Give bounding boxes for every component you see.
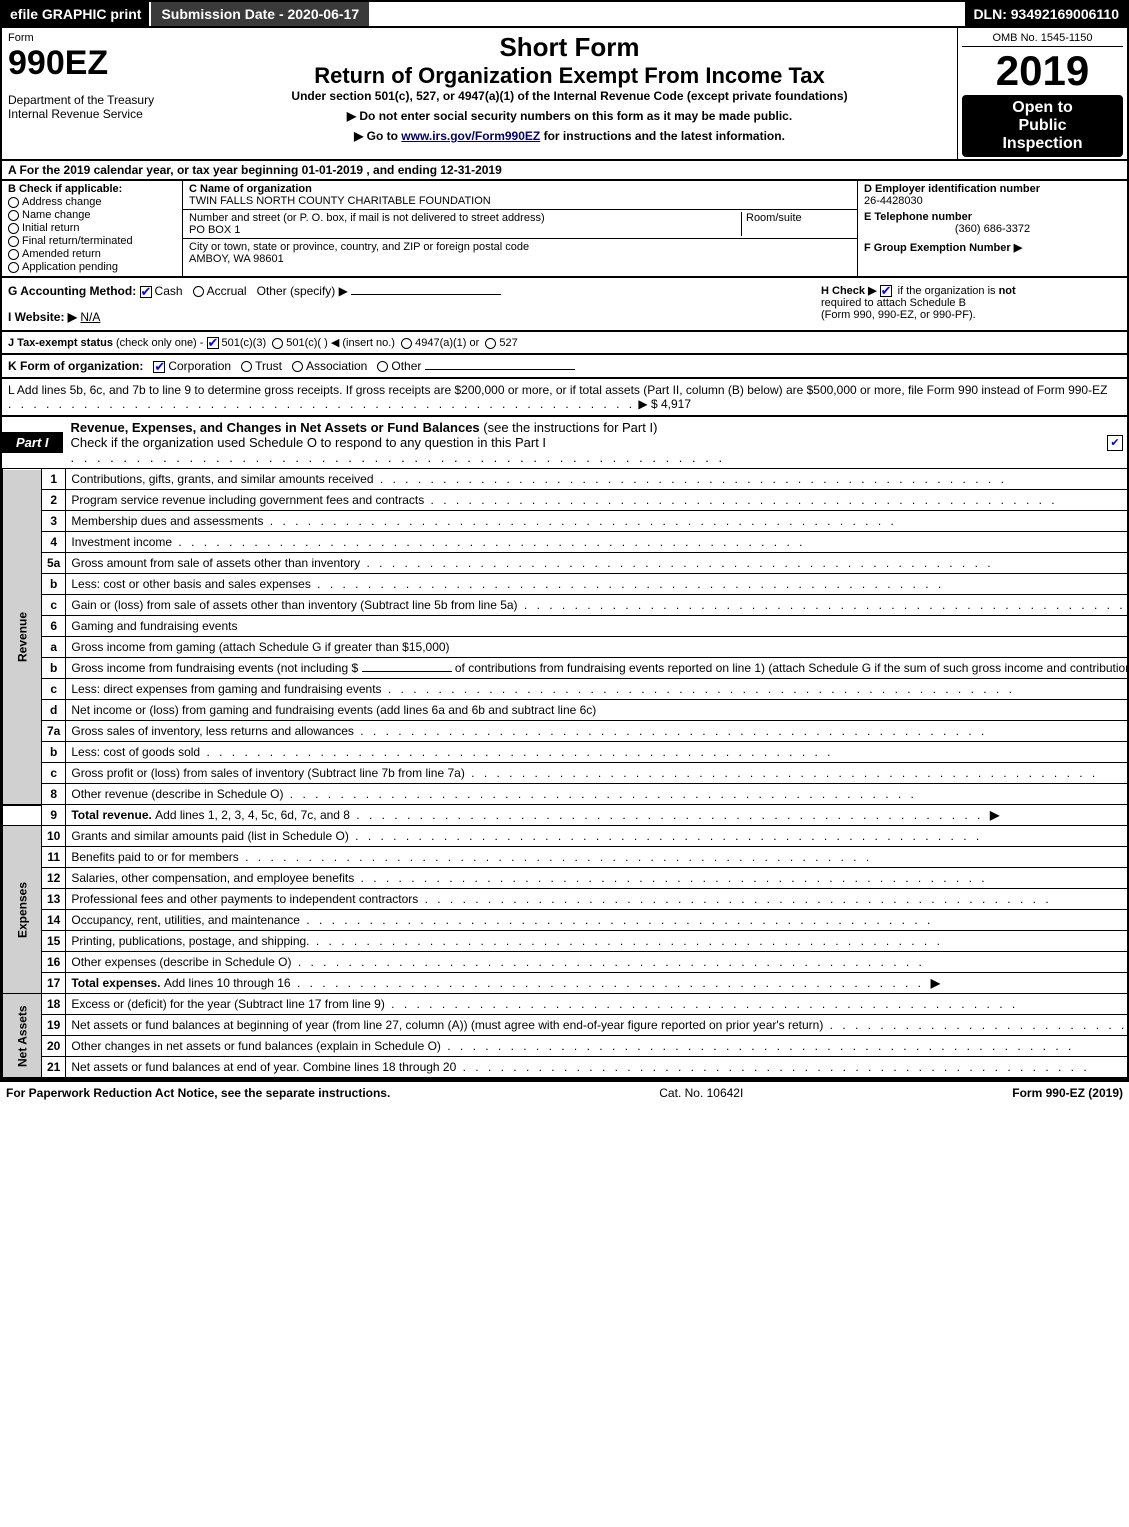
- city-value: AMBOY, WA 98601: [189, 253, 284, 265]
- note-goto: ▶ Go to www.irs.gov/Form990EZ for instru…: [188, 129, 951, 143]
- form-word: Form: [8, 32, 176, 44]
- lines-table: Revenue 1 Contributions, gifts, grants, …: [2, 468, 1129, 1078]
- chk-association[interactable]: [292, 361, 303, 372]
- row-k-form-org: K Form of organization: Corporation Trus…: [0, 355, 1129, 379]
- form-number: 990EZ: [8, 44, 176, 83]
- chk-initial-return[interactable]: [8, 223, 19, 234]
- chk-schedule-o-part-i[interactable]: ✔: [1107, 435, 1123, 451]
- top-bar: efile GRAPHIC print Submission Date - 20…: [0, 0, 1129, 28]
- ein-label: D Employer identification number: [864, 183, 1121, 195]
- telephone-value: (360) 686-3372: [864, 223, 1121, 235]
- sidetab-net-assets: Net Assets: [3, 994, 42, 1078]
- website-value: N/A: [80, 310, 100, 324]
- chk-name-change[interactable]: [8, 210, 19, 221]
- chk-application-pending[interactable]: [8, 262, 19, 273]
- h-check-label: H Check ▶: [821, 285, 877, 297]
- section-b-label: B Check if applicable:: [8, 183, 176, 195]
- ein-value: 26-4428030: [864, 195, 1121, 207]
- irs-label: Internal Revenue Service: [8, 107, 176, 121]
- row-ghi: G Accounting Method: Cash Accrual Other …: [0, 278, 1129, 332]
- address-value: PO BOX 1: [189, 224, 240, 236]
- org-name: TWIN FALLS NORTH COUNTY CHARITABLE FOUND…: [189, 195, 491, 207]
- paperwork-notice: For Paperwork Reduction Act Notice, see …: [6, 1086, 390, 1100]
- sidetab-expenses: Expenses: [3, 826, 42, 994]
- omb-number: OMB No. 1545-1150: [962, 30, 1123, 47]
- accounting-method-label: G Accounting Method:: [8, 284, 136, 298]
- address-label: Number and street (or P. O. box, if mail…: [189, 212, 545, 224]
- note-ssn: ▶ Do not enter social security numbers o…: [188, 109, 951, 123]
- chk-other-org[interactable]: [377, 361, 388, 372]
- chk-527[interactable]: [485, 338, 496, 349]
- page-footer: For Paperwork Reduction Act Notice, see …: [0, 1080, 1129, 1104]
- dln-label: DLN: 93492169006110: [965, 2, 1127, 26]
- chk-accrual[interactable]: [193, 286, 204, 297]
- chk-trust[interactable]: [241, 361, 252, 372]
- row-j-tax-exempt: J Tax-exempt status (check only one) - 5…: [0, 332, 1129, 355]
- department-label: Department of the Treasury: [8, 93, 176, 107]
- short-form-title: Short Form: [188, 32, 951, 63]
- irs-link[interactable]: www.irs.gov/Form990EZ: [401, 129, 540, 143]
- row-l-gross-receipts: L Add lines 5b, 6c, and 7b to line 9 to …: [0, 379, 1129, 417]
- chk-4947[interactable]: [401, 338, 412, 349]
- tax-year: 2019: [962, 47, 1123, 95]
- part-i: Part I Revenue, Expenses, and Changes in…: [0, 417, 1129, 1080]
- chk-final-return[interactable]: [8, 236, 19, 247]
- return-title: Return of Organization Exempt From Incom…: [188, 63, 951, 89]
- row-a-tax-year: A For the 2019 calendar year, or tax yea…: [0, 161, 1129, 181]
- part-i-tab: Part I: [2, 432, 63, 453]
- entity-block: B Check if applicable: Address change Na…: [0, 181, 1129, 278]
- group-exemption-label: F Group Exemption Number ▶: [864, 241, 1121, 254]
- chk-amended-return[interactable]: [8, 249, 19, 260]
- gross-receipts-value: ▶ $ 4,917: [638, 397, 691, 411]
- chk-schedule-b-not-required[interactable]: [880, 285, 892, 297]
- form-header: Form 990EZ Department of the Treasury In…: [0, 28, 1129, 161]
- submission-date: Submission Date - 2020-06-17: [149, 2, 369, 26]
- chk-501c[interactable]: [272, 338, 283, 349]
- form-ref: Form 990-EZ (2019): [1012, 1086, 1123, 1100]
- room-suite-label: Room/suite: [741, 212, 851, 236]
- sidetab-revenue: Revenue: [3, 469, 42, 805]
- chk-address-change[interactable]: [8, 197, 19, 208]
- org-name-label: C Name of organization: [189, 183, 312, 195]
- chk-corporation[interactable]: [153, 361, 165, 373]
- chk-501c3[interactable]: [207, 337, 219, 349]
- open-to-public: Open to Public Inspection: [962, 95, 1123, 157]
- chk-cash[interactable]: [140, 286, 152, 298]
- cat-number: Cat. No. 10642I: [390, 1086, 1012, 1100]
- under-section: Under section 501(c), 527, or 4947(a)(1)…: [188, 89, 951, 103]
- telephone-label: E Telephone number: [864, 211, 1121, 223]
- website-label: I Website: ▶: [8, 310, 77, 324]
- efile-label: efile GRAPHIC print: [2, 2, 149, 26]
- city-label: City or town, state or province, country…: [189, 241, 529, 253]
